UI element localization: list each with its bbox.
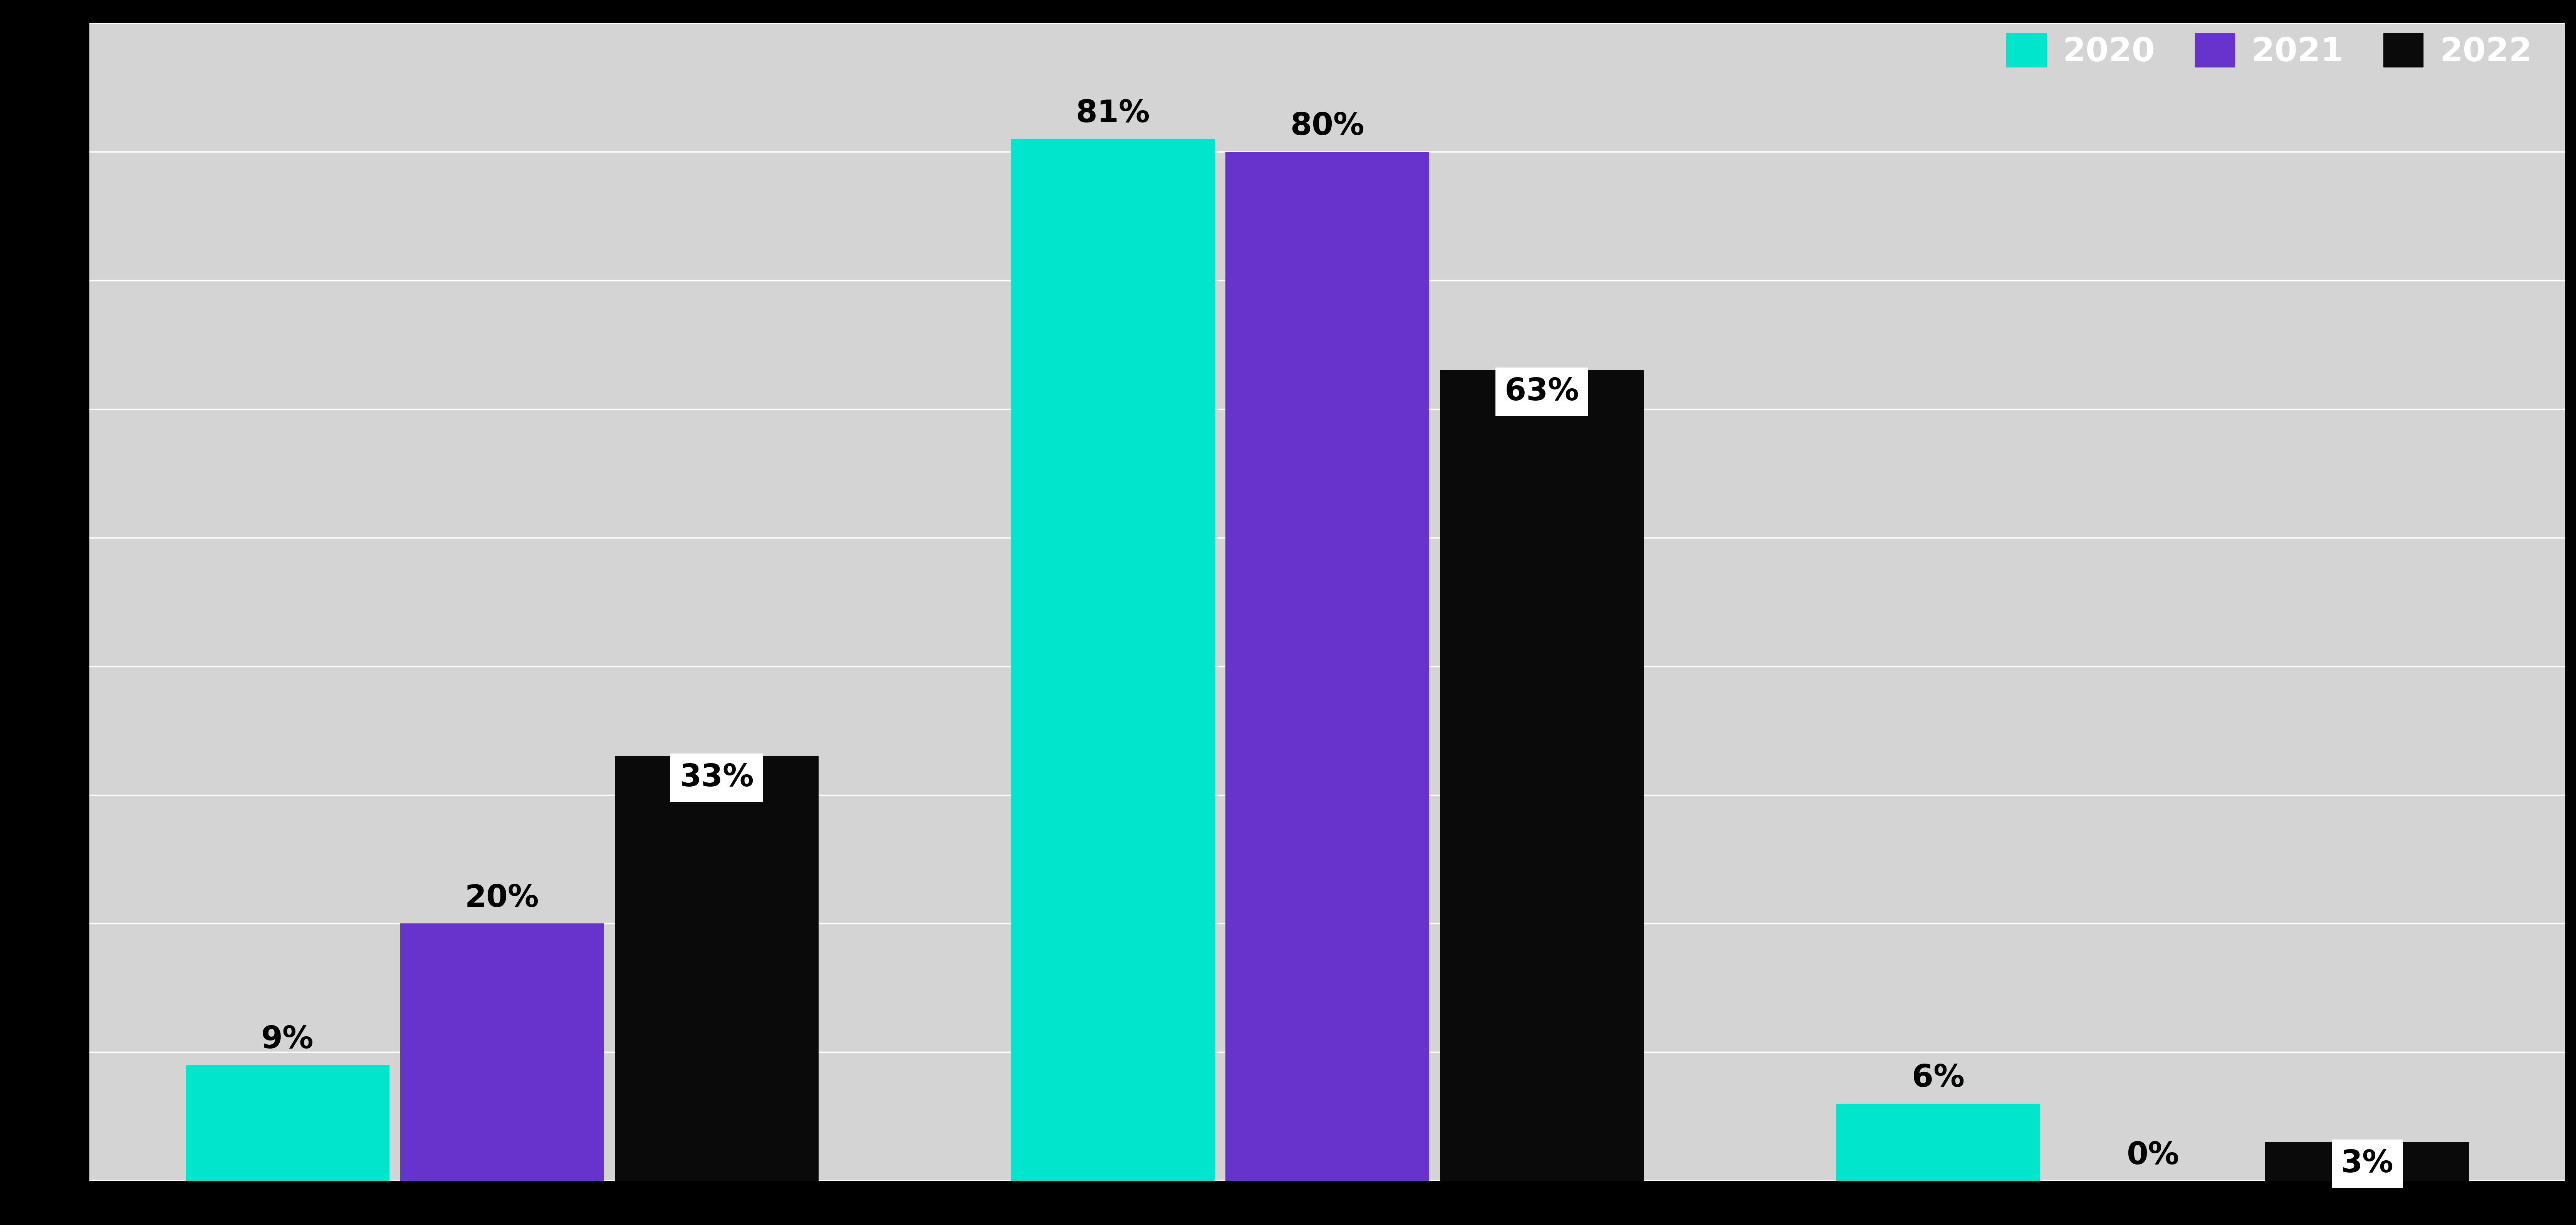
Bar <box>399 924 603 1181</box>
Bar <box>1010 138 1216 1181</box>
Bar <box>2264 1142 2470 1181</box>
Bar <box>185 1065 389 1181</box>
Text: 81%: 81% <box>1077 98 1149 129</box>
Bar <box>1837 1104 2040 1181</box>
Text: 0%: 0% <box>2125 1140 2179 1171</box>
Bar <box>1440 370 1643 1181</box>
Legend: 2020, 2021, 2022: 2020, 2021, 2022 <box>1989 16 2548 85</box>
Text: 80%: 80% <box>1291 111 1365 141</box>
Bar <box>616 756 819 1181</box>
Text: 9%: 9% <box>260 1025 314 1055</box>
Text: 63%: 63% <box>1504 377 1579 407</box>
Text: 6%: 6% <box>1911 1063 1965 1094</box>
Text: 3%: 3% <box>2342 1149 2393 1178</box>
Text: 33%: 33% <box>680 763 755 793</box>
Text: 20%: 20% <box>466 883 538 914</box>
Bar <box>1226 152 1430 1181</box>
